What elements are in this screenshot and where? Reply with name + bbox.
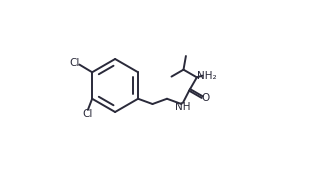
Text: Cl: Cl: [83, 109, 93, 119]
Text: Cl: Cl: [69, 58, 80, 68]
Text: O: O: [201, 93, 210, 103]
Text: NH: NH: [175, 102, 190, 112]
Text: NH₂: NH₂: [197, 71, 217, 81]
